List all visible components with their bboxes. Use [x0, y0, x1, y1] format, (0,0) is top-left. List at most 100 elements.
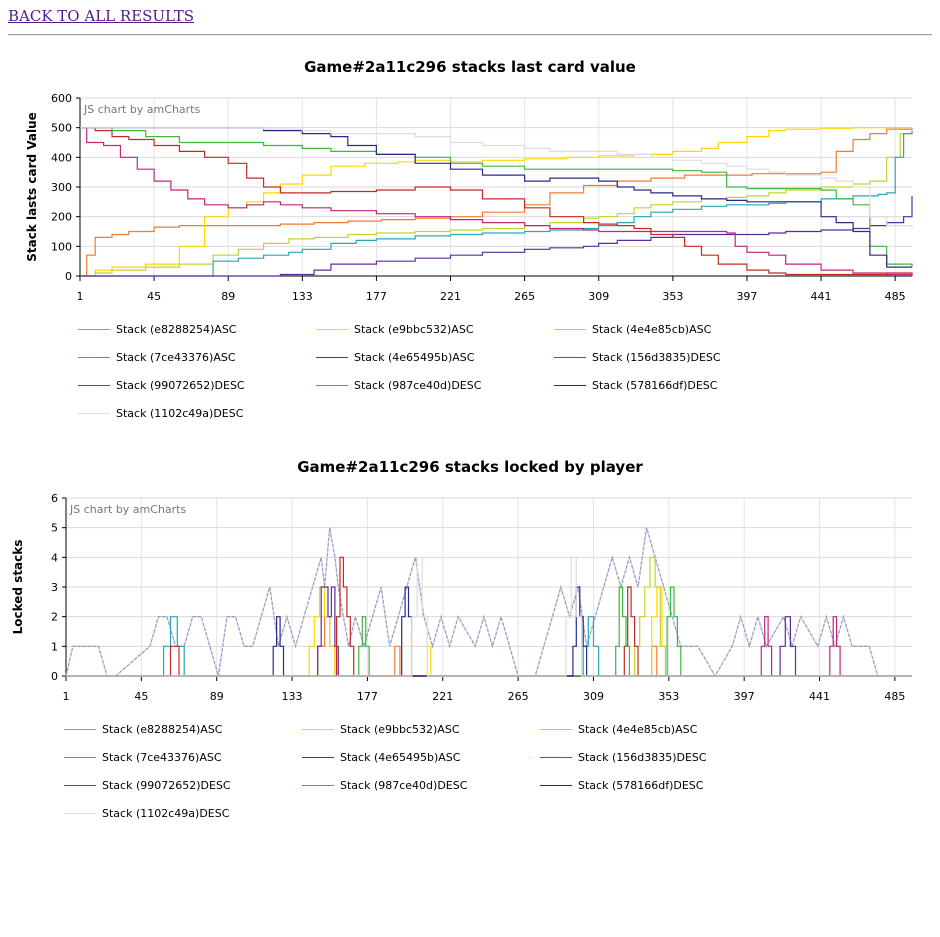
legend-swatch	[554, 329, 586, 330]
legend-swatch	[540, 757, 572, 758]
series-line-7	[80, 127, 913, 268]
chart-plot: 0 100 200 300 400 500 600 1 45 89 133 177 221 265 309 3…	[25, 92, 913, 303]
legend-swatch	[78, 357, 110, 358]
series-line-3	[80, 130, 913, 277]
x-tick-label: 45	[147, 290, 161, 303]
legend-swatch	[78, 385, 110, 386]
legend-swatch	[64, 729, 96, 730]
x-tick-label: 309	[588, 290, 609, 303]
legend-swatch	[64, 785, 96, 786]
x-tick-label: 177	[366, 290, 387, 303]
series-line-total	[65, 527, 912, 678]
legend-label: Stack (7ce43376)ASC	[116, 351, 236, 364]
series-line-1	[80, 127, 912, 277]
y-tick-label: 0	[65, 270, 72, 283]
legend-label: Stack (4e65495b)ASC	[340, 751, 461, 764]
x-tick-label: 89	[221, 290, 235, 303]
x-tick-label: 441	[811, 290, 832, 303]
y-tick-label: 6	[51, 492, 58, 505]
y-tick-label: 1	[51, 640, 58, 653]
series-line-0	[80, 127, 913, 277]
legend-label: Stack (156d3835)DESC	[592, 351, 721, 364]
legend-label: Stack (156d3835)DESC	[578, 751, 707, 764]
legend-label: Stack (578166df)DESC	[592, 379, 718, 392]
y-tick-label: 5	[51, 522, 58, 535]
x-tick-label: 397	[734, 690, 755, 703]
legend-swatch	[302, 785, 334, 786]
x-tick-label: 353	[658, 690, 679, 703]
legend-swatch	[64, 813, 96, 814]
y-tick-label: 100	[51, 240, 72, 253]
legend-label: Stack (e8288254)ASC	[102, 723, 223, 736]
series-line-9	[66, 556, 912, 677]
legend-label: Stack (1102c49a)DESC	[102, 807, 230, 820]
legend-swatch	[302, 729, 334, 730]
legend-swatch	[302, 757, 334, 758]
x-tick-label: 309	[583, 690, 604, 703]
y-tick-label: 3	[51, 581, 58, 594]
y-tick-label: 300	[51, 181, 72, 194]
legend-label: Stack (e9bbc532)ASC	[340, 723, 460, 736]
legend-label: Stack (99072652)DESC	[102, 779, 231, 792]
watermark: JS chart by amCharts	[83, 103, 200, 116]
x-tick-label: 397	[736, 290, 757, 303]
divider	[8, 34, 932, 36]
legend-swatch	[316, 357, 348, 358]
legend-swatch	[316, 329, 348, 330]
x-tick-label: 441	[809, 690, 830, 703]
legend-label: Stack (1102c49a)DESC	[116, 407, 244, 420]
x-tick-label: 177	[357, 690, 378, 703]
x-tick-label: 485	[884, 690, 905, 703]
legend-swatch	[554, 357, 586, 358]
y-tick-label: 200	[51, 211, 72, 224]
y-axis-label: Locked stacks	[11, 540, 25, 635]
legend-swatch	[78, 329, 110, 330]
series-line-9	[80, 127, 913, 229]
x-tick-label: 1	[77, 290, 84, 303]
series-line-6	[66, 556, 912, 677]
x-tick-label: 265	[508, 690, 529, 703]
x-tick-label: 265	[514, 290, 535, 303]
x-tick-label: 221	[440, 290, 461, 303]
chart-title: Game#2a11c296 stacks locked by player	[297, 458, 643, 476]
legend-label: Stack (99072652)DESC	[116, 379, 245, 392]
legend-swatch	[78, 413, 110, 414]
legend-label: Stack (7ce43376)ASC	[102, 751, 222, 764]
chart-last-card-value: Game#2a11c296 stacks last card value 0 10…	[8, 55, 932, 435]
x-tick-label: 221	[432, 690, 453, 703]
y-tick-label: 4	[51, 551, 58, 564]
series-line-6	[80, 127, 913, 276]
legend-label: Stack (987ce40d)DESC	[340, 779, 468, 792]
legend-swatch	[64, 757, 96, 758]
y-tick-label: 600	[51, 92, 72, 105]
legend-swatch	[316, 385, 348, 386]
series-line-8	[80, 127, 912, 268]
y-tick-label: 400	[51, 151, 72, 164]
series-line-7	[66, 586, 912, 677]
x-tick-label: 1	[63, 690, 70, 703]
watermark: JS chart by amCharts	[69, 503, 186, 516]
x-tick-label: 133	[282, 690, 303, 703]
series-line-4	[66, 586, 912, 677]
x-tick-label: 133	[292, 290, 313, 303]
y-tick-label: 500	[51, 122, 72, 135]
legend-swatch	[540, 785, 572, 786]
legend-label: Stack (e9bbc532)ASC	[354, 323, 474, 336]
y-tick-label: 0	[51, 670, 58, 683]
x-tick-label: 485	[885, 290, 906, 303]
legend-label: Stack (e8288254)ASC	[116, 323, 237, 336]
legend-label: Stack (578166df)DESC	[578, 779, 704, 792]
legend-label: Stack (987ce40d)DESC	[354, 379, 482, 392]
y-axis-label: Stack lasts card Value	[25, 112, 39, 262]
legend-label: Stack (4e65495b)ASC	[354, 351, 475, 364]
legend-label: Stack (4e4e85cb)ASC	[592, 323, 712, 336]
y-tick-label: 2	[51, 611, 58, 624]
back-to-results-link[interactable]: BACK TO ALL RESULTS	[8, 7, 195, 25]
legend-swatch	[554, 385, 586, 386]
series-line-2	[66, 556, 912, 677]
legend-swatch	[540, 729, 572, 730]
x-tick-label: 89	[210, 690, 224, 703]
x-tick-label: 45	[134, 690, 148, 703]
